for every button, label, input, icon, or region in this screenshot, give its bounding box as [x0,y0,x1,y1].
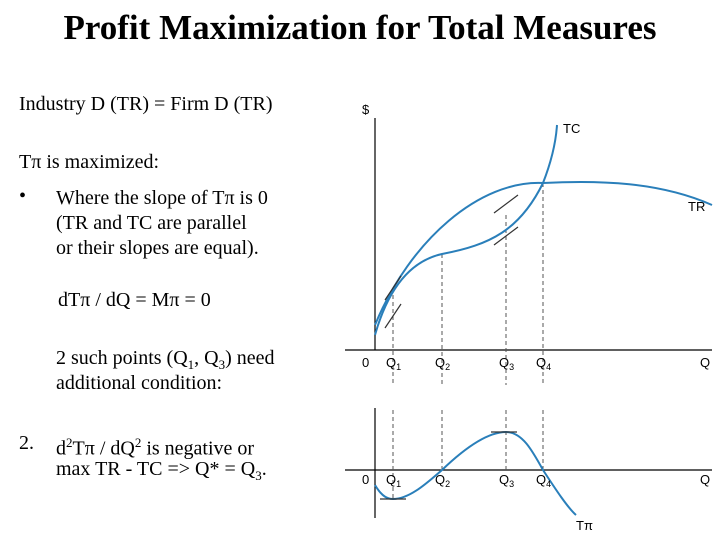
text-maximized-heading: Tπ is maximized: [19,151,160,173]
tc-label: TC [563,121,580,136]
upper-y-axis-label: $ [362,102,370,117]
bullet-marker: • [19,185,27,207]
slide-title: Profit Maximization for Total Measures [63,8,657,47]
points-line-2: additional condition: [56,372,223,394]
points-line-1: 2 such points (Q1, Q3) need [56,347,275,372]
bullet-line-1: Where the slope of Tπ is 0 [56,187,268,209]
tr-label: TR [688,199,705,214]
upper-origin-label: 0 [362,355,369,370]
lower-origin-label: 0 [362,472,369,487]
lower-tick-q3: Q3 [499,472,514,489]
lower-tick-q4: Q4 [536,472,551,489]
condition-number: 2. [19,432,34,454]
upper-tick-q2: Q2 [435,355,450,372]
lower-tick-q2: Q2 [435,472,450,489]
bullet-line-3: or their slopes are equal). [56,237,259,259]
total-cost-curve [374,124,558,336]
tangent-marks [384,194,519,329]
condition-line-2: max TR - TC => Q* = Q3. [56,458,267,483]
lower-guide-lines [392,410,544,498]
lower-tick-q1: Q1 [386,472,401,489]
upper-guide-lines [392,183,544,385]
upper-tick-q4: Q4 [536,355,551,372]
text-demand-equality: Industry D (TR) = Firm D (TR) [19,93,273,115]
bullet-line-2: (TR and TC are parallel [56,212,247,234]
total-profit-label: Tπ [576,518,593,533]
condition-line-1: d2Tπ / dQ2 is negative or [56,435,255,460]
profit-extreme-marks [380,431,517,500]
lower-x-axis-label: Q [700,472,710,487]
upper-x-axis-label: Q [700,355,710,370]
upper-tick-q3: Q3 [499,355,514,372]
upper-tick-q1: Q1 [386,355,401,372]
marginal-profit-formula: dTπ / dQ = Mπ = 0 [58,289,211,311]
